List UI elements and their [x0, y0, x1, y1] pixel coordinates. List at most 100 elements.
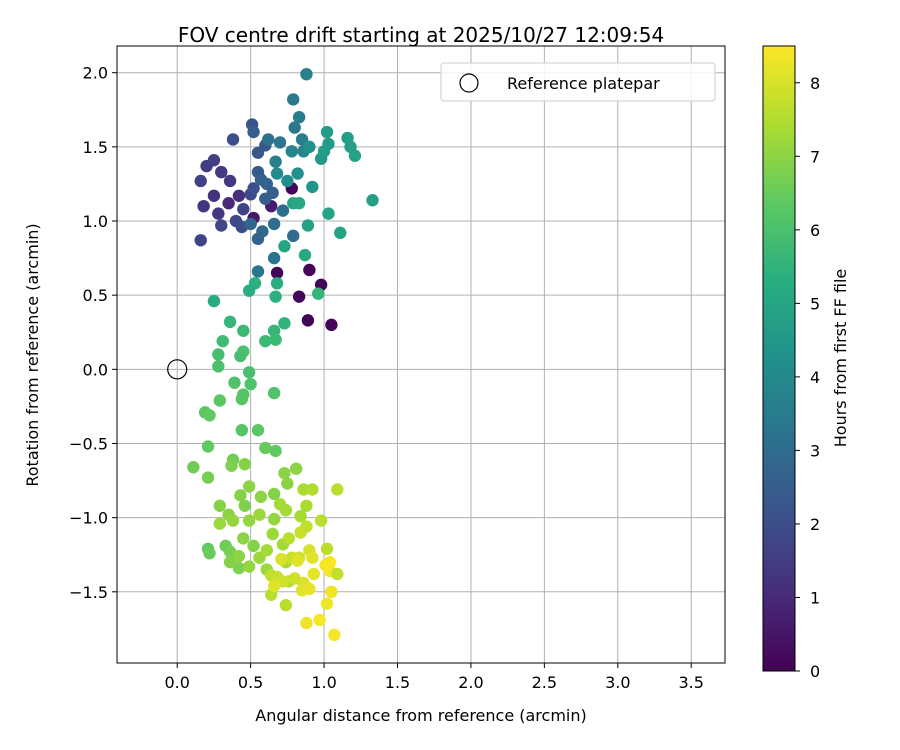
data-point: [276, 204, 290, 217]
data-point: [232, 550, 246, 563]
colorbar-tick-label: 2: [810, 515, 820, 534]
data-point: [207, 189, 221, 203]
data-point: [242, 366, 256, 379]
y-tick-label: −1.5: [69, 583, 108, 602]
data-point: [212, 207, 225, 220]
data-point: [279, 598, 293, 612]
data-point: [303, 263, 316, 277]
data-point: [279, 504, 293, 517]
data-point: [251, 423, 265, 437]
data-point: [213, 499, 227, 512]
colorbar-gradient: [762, 45, 796, 672]
data-point: [292, 290, 306, 303]
data-point: [247, 539, 260, 553]
plot-frame: [116, 45, 726, 664]
data-point: [275, 552, 288, 566]
colorbar-tick-label: 3: [810, 441, 820, 460]
data-point: [247, 182, 260, 195]
data-point: [313, 613, 326, 627]
data-point: [273, 136, 287, 149]
data-point: [260, 544, 273, 557]
data-point: [366, 194, 379, 207]
data-point: [311, 287, 325, 300]
data-point: [267, 579, 281, 593]
reference-platepar-marker: [167, 359, 188, 380]
data-point: [260, 177, 273, 191]
data-point: [235, 423, 249, 437]
data-point: [242, 284, 256, 297]
data-point: [238, 499, 251, 512]
x-tick-label: 0.0: [164, 673, 189, 692]
data-point: [322, 207, 335, 220]
reference-layer: [167, 359, 188, 380]
data-point: [226, 133, 240, 146]
data-point: [301, 219, 315, 232]
grid-lines: [117, 46, 725, 663]
data-point: [307, 567, 320, 581]
colorbar-tick-label: 7: [810, 147, 820, 166]
colorbar-label: Hours from first FF file: [831, 269, 850, 448]
colorbar-tick-label: 0: [810, 662, 820, 681]
data-point: [212, 348, 225, 361]
data-point: [314, 514, 328, 527]
y-tick-label: 2.0: [83, 64, 108, 83]
data-point: [215, 219, 228, 232]
data-point: [244, 377, 257, 391]
data-point: [331, 567, 344, 581]
data-point: [270, 266, 284, 280]
data-point: [187, 461, 200, 474]
legend: Reference platepar: [440, 62, 716, 102]
data-point: [242, 480, 256, 493]
x-tick-label: 1.5: [385, 673, 410, 692]
data-point: [251, 265, 265, 278]
data-point: [266, 186, 279, 200]
data-point: [216, 334, 229, 348]
y-tick-label: −1.0: [69, 509, 108, 528]
x-tick-label: 1.0: [311, 673, 336, 692]
data-point: [281, 477, 294, 490]
data-point: [270, 167, 284, 180]
data-point: [226, 514, 240, 527]
data-point: [325, 318, 338, 332]
data-point: [306, 483, 319, 496]
data-point: [228, 376, 241, 389]
data-point: [282, 532, 296, 545]
data-point: [201, 471, 215, 484]
data-point: [194, 174, 207, 188]
data-point: [303, 140, 316, 154]
data-point: [269, 290, 282, 303]
data-point: [256, 225, 269, 238]
legend-box: [440, 62, 716, 102]
data-point: [334, 226, 347, 240]
data-point: [232, 561, 246, 575]
colorbar-tick-label: 1: [810, 588, 820, 607]
data-point: [262, 133, 275, 146]
data-point: [222, 197, 235, 210]
data-point: [235, 392, 249, 406]
data-point: [267, 386, 281, 400]
data-point: [213, 517, 227, 530]
data-point: [234, 489, 247, 502]
data-point: [237, 324, 250, 337]
x-tick-label: 3.0: [605, 673, 630, 692]
colorbar-tick-label: 8: [810, 74, 820, 93]
data-point: [328, 628, 341, 642]
data-point: [223, 555, 237, 569]
colorbar-tick-label: 4: [810, 368, 820, 387]
data-point: [203, 547, 216, 560]
data-point: [212, 360, 225, 373]
y-axis-label: Rotation from reference (arcmin): [23, 223, 42, 486]
data-point: [288, 121, 301, 134]
y-tick-label: 0.0: [83, 360, 108, 379]
data-point: [254, 490, 268, 504]
data-point: [259, 441, 272, 455]
data-point: [300, 520, 313, 533]
x-tick-label: 2.5: [532, 673, 557, 692]
data-point: [306, 551, 319, 564]
data-point: [292, 110, 306, 124]
data-point: [278, 317, 291, 330]
data-point: [287, 93, 300, 106]
data-point: [300, 499, 313, 512]
data-point: [303, 582, 316, 596]
